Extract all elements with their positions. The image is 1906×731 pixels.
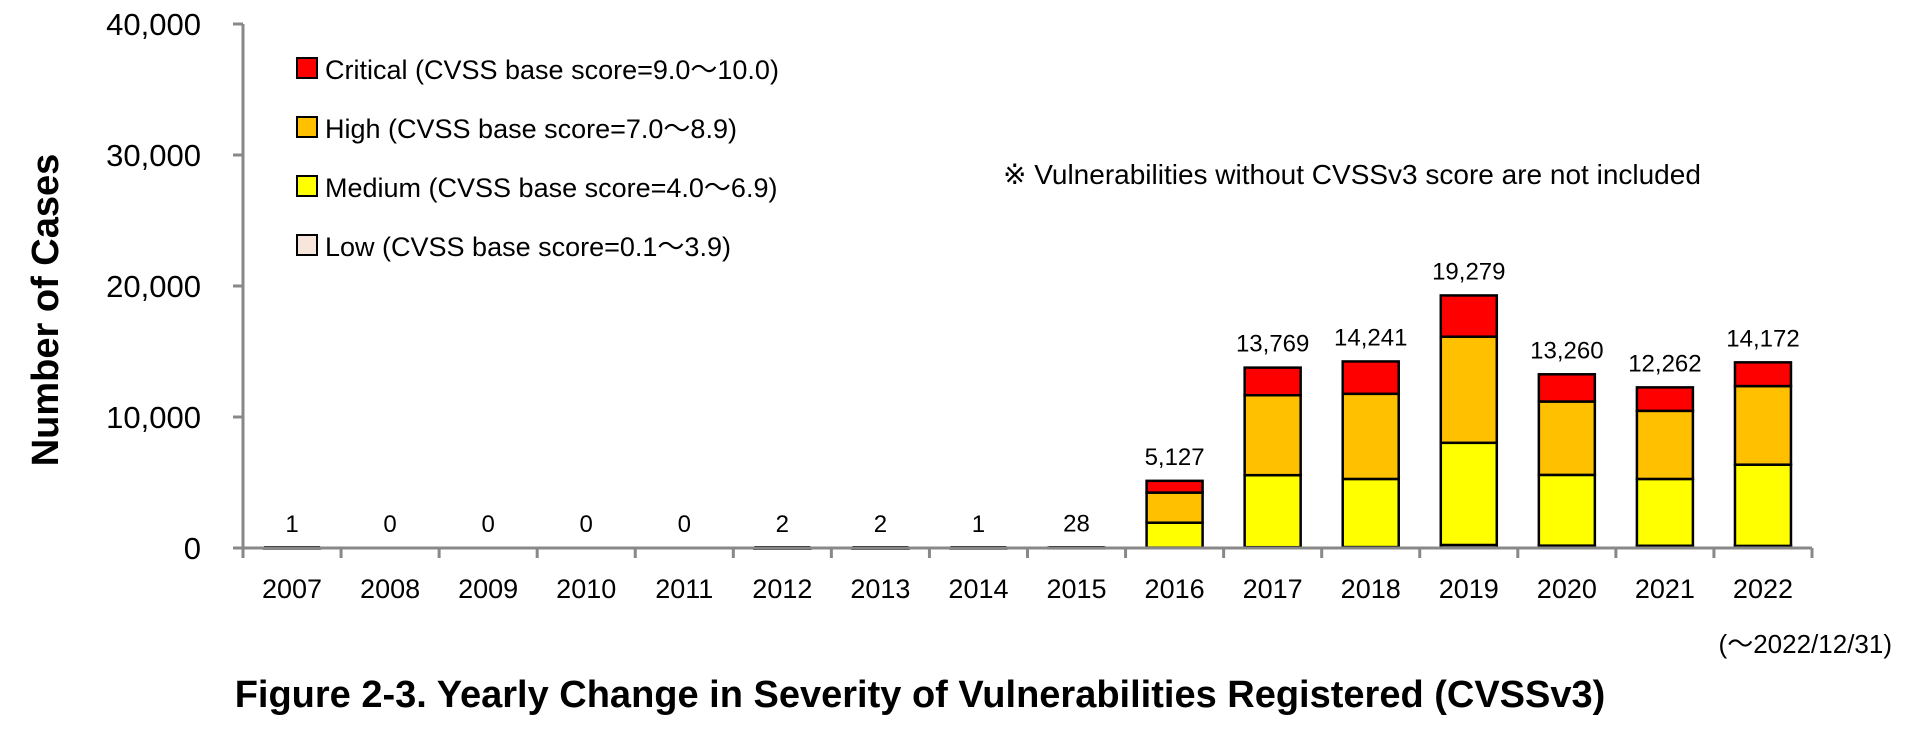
legend-label-3: Critical (CVSS base score=9.0～10.0): [325, 55, 779, 85]
bar-segment-2016-s2: [1145, 491, 1204, 524]
bar-segment-2019-s2: [1439, 335, 1499, 445]
bar-segment-2019-s3: [1439, 294, 1499, 338]
data-label-2018: 14,241: [1334, 324, 1407, 351]
bar-segment-2017-s3: [1243, 366, 1302, 397]
bar-segment-2018-s3: [1341, 360, 1400, 396]
legend-label-2: High (CVSS base score=7.0～8.9): [325, 114, 737, 144]
x-tick-label-2015: 2015: [1046, 574, 1106, 604]
data-label-2011: 0: [678, 511, 691, 538]
chart-title: Figure 2-3. Yearly Change in Severity of…: [235, 674, 1606, 716]
period-note: (～2022/12/31): [1719, 629, 1892, 659]
bar-segment-2017-s2: [1243, 394, 1302, 477]
data-label-2016: 5,127: [1145, 444, 1205, 471]
x-tick-label-2011: 2011: [655, 574, 713, 604]
x-tick-label-2010: 2010: [556, 574, 616, 604]
y-tick-label-0: 0: [184, 531, 201, 566]
data-label-2008: 0: [383, 511, 396, 538]
y-tick-label-3: 30,000: [106, 138, 201, 173]
bar-segment-2019-s1: [1439, 441, 1499, 547]
bar-segment-2020-s2: [1537, 400, 1597, 477]
data-labels-layer: 1 0 0 0 0 2 2 1 28 5,127 13,769 14,241 19,279 13,260 1…: [285, 258, 1799, 538]
annotation-note: ※ Vulnerabilities without CVSSv3 score a…: [1003, 159, 1701, 190]
bar-segment-2022-s2: [1733, 384, 1793, 466]
data-label-2021: 12,262: [1628, 350, 1701, 377]
x-tick-label-2009: 2009: [458, 574, 518, 604]
data-label-2014: 1: [972, 511, 985, 538]
bar-segment-2021-s3: [1635, 386, 1695, 413]
legend-swatch-1: [296, 175, 318, 197]
data-label-2010: 0: [580, 511, 593, 538]
data-label-2022: 14,172: [1726, 325, 1799, 352]
bar-segment-2022-s3: [1733, 361, 1793, 388]
x-tick-label-2012: 2012: [752, 574, 812, 604]
data-label-2013: 2: [874, 511, 887, 538]
bar-segment-2016-s1: [1145, 521, 1204, 549]
bar-segment-2018-s2: [1341, 392, 1400, 481]
data-label-2019: 19,279: [1432, 258, 1505, 285]
legend-label-1: Medium (CVSS base score=4.0～6.9): [325, 173, 777, 203]
x-tick-label-2014: 2014: [948, 574, 1008, 604]
bar-segment-2021-s1: [1635, 477, 1695, 548]
legend-label-0: Low (CVSS base score=0.1～3.9): [325, 232, 731, 262]
x-tick-label-2022: 2022: [1733, 574, 1793, 604]
bar-segment-2016-s3: [1145, 479, 1204, 494]
legend: Critical (CVSS base score=9.0～10.0) High …: [296, 55, 779, 262]
legend-swatch-2: [296, 116, 318, 138]
y-tick-label-4: 40,000: [106, 7, 201, 42]
x-tick-label-2021: 2021: [1635, 574, 1695, 604]
x-tick-label-2013: 2013: [850, 574, 910, 604]
x-tick-label-2018: 2018: [1341, 574, 1401, 604]
x-tick-label-2007: 2007: [262, 574, 322, 604]
y-axis-label: Number of Cases: [25, 154, 67, 467]
legend-swatch-0: [296, 234, 318, 256]
x-tick-label-2008: 2008: [360, 574, 420, 604]
bar-segment-2020-s3: [1537, 373, 1597, 403]
x-tick-label-2020: 2020: [1537, 574, 1597, 604]
bar-segment-2021-s2: [1635, 409, 1695, 481]
bar-segment-2017-s1: [1243, 473, 1302, 549]
data-label-2007: 1: [285, 511, 298, 538]
data-label-2015: 28: [1063, 511, 1090, 538]
bar-segment-2020-s1: [1537, 473, 1597, 547]
x-tick-label-2016: 2016: [1145, 574, 1205, 604]
bar-segment-2022-s1: [1733, 463, 1793, 548]
data-label-2017: 13,769: [1236, 331, 1309, 358]
y-tick-label-1: 10,000: [106, 400, 201, 435]
data-label-2012: 2: [776, 511, 789, 538]
bars-layer: [262, 294, 1793, 550]
x-tick-label-2017: 2017: [1243, 574, 1303, 604]
x-tick-label-2019: 2019: [1439, 574, 1499, 604]
legend-swatch-3: [296, 57, 318, 79]
data-label-2009: 0: [481, 511, 494, 538]
data-label-2020: 13,260: [1530, 337, 1603, 364]
y-tick-label-2: 20,000: [106, 269, 201, 304]
bar-segment-2018-s1: [1341, 477, 1400, 549]
